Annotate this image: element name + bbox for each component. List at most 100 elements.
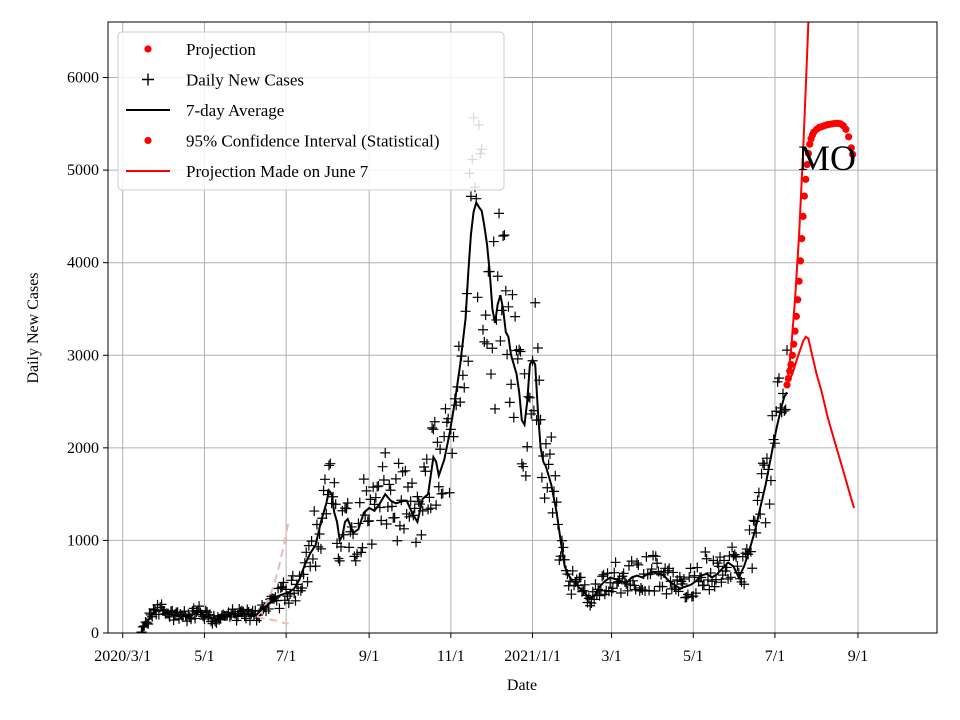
legend-dot-marker [144,136,152,145]
daily-case-point [342,497,353,508]
daily-case-point [310,561,321,572]
daily-case-point [626,556,637,567]
daily-case-point [756,468,767,479]
legend-label: Projection [186,40,256,59]
projection-point [806,140,814,148]
daily-case-point [652,558,663,569]
daily-case-point [535,414,546,425]
daily-case-point [700,546,711,557]
projection-dots [783,119,857,389]
daily-case-point [479,336,490,347]
daily-case-point [747,563,758,574]
daily-case-point [439,431,450,442]
daily-case-point [551,497,562,508]
x-axis-label: Date [507,677,537,694]
daily-case-point [514,344,525,355]
daily-case-point [579,579,590,590]
daily-case-point [398,523,409,534]
daily-case-point [309,506,320,517]
daily-case-point [539,493,550,504]
daily-case-point [641,551,652,562]
daily-case-point [618,568,629,579]
daily-case-point [713,561,724,572]
daily-case-point [495,335,506,346]
daily-case-point [385,485,396,496]
daily-case-point [477,324,488,335]
daily-case-point [567,565,578,576]
daily-case-point [696,572,707,583]
daily-case-point [767,410,778,421]
daily-case-point [709,581,720,592]
daily-case-point [409,503,420,514]
daily-case-point [503,301,514,312]
daily-case-point [544,449,555,460]
daily-case-point [507,289,518,300]
daily-case-point [701,553,712,564]
daily-case-point [623,560,634,571]
legend-label: 7-day Average [186,101,284,120]
daily-case-point [334,555,345,566]
daily-case-point [610,557,621,568]
y-tick-label: 6000 [67,70,99,87]
daily-case-point [765,475,776,486]
daily-case-point [662,565,673,576]
daily-case-point [318,485,329,496]
daily-case-point [386,501,397,512]
daily-case-point [719,555,730,566]
y-tick-label: 1000 [67,532,99,549]
daily-case-point [190,613,201,624]
y-tick-label: 5000 [67,162,99,179]
daily-case-point [404,511,415,522]
daily-case-point [780,404,791,415]
daily-case-point [708,555,719,566]
daily-case-point [419,461,430,472]
daily-case-point [648,550,659,561]
daily-case-point [632,558,643,569]
daily-case-point [590,579,601,590]
daily-case-point [366,539,377,550]
june7-projection-upper-line [786,22,810,386]
daily-case-point [684,572,695,583]
daily-case-point [518,461,529,472]
legend-dot-marker [144,45,152,53]
daily-case-point [607,583,618,594]
daily-case-point [290,595,301,606]
daily-case-point [416,529,427,540]
daily-case-point [650,551,661,562]
daily-case-point [739,579,750,590]
daily-case-point [407,478,418,489]
daily-case-point [358,474,369,485]
daily-case-point [511,345,522,356]
projection-point [795,277,803,285]
projection-point [798,235,806,243]
projection-point [794,296,802,304]
daily-case-point [440,403,451,414]
daily-case-point [337,505,348,516]
daily-case-point [729,549,740,560]
daily-case-point [490,403,501,414]
x-tick-label: 9/1 [359,648,379,665]
daily-case-point [182,616,193,627]
daily-case-point [274,603,285,614]
daily-case-point [390,473,401,484]
daily-case-point [369,499,380,510]
projection-point [845,133,853,141]
daily-case-point [389,512,400,523]
state-annotation: MO [798,138,856,178]
daily-case-point [459,382,470,393]
daily-case-point [516,458,527,469]
daily-case-point [429,416,440,427]
daily-case-point [455,397,466,408]
daily-case-point [319,474,330,485]
projection-point [803,160,811,169]
daily-case-point [676,576,687,587]
daily-case-point [752,495,763,506]
daily-case-point [540,438,551,449]
daily-case-point [242,604,253,615]
x-tick-label: 5/1 [683,648,703,665]
series-lines [140,22,855,632]
plot-frame [107,21,938,634]
daily-case-point [690,588,701,599]
daily-case-point [736,576,747,587]
daily-case-point [764,499,775,510]
